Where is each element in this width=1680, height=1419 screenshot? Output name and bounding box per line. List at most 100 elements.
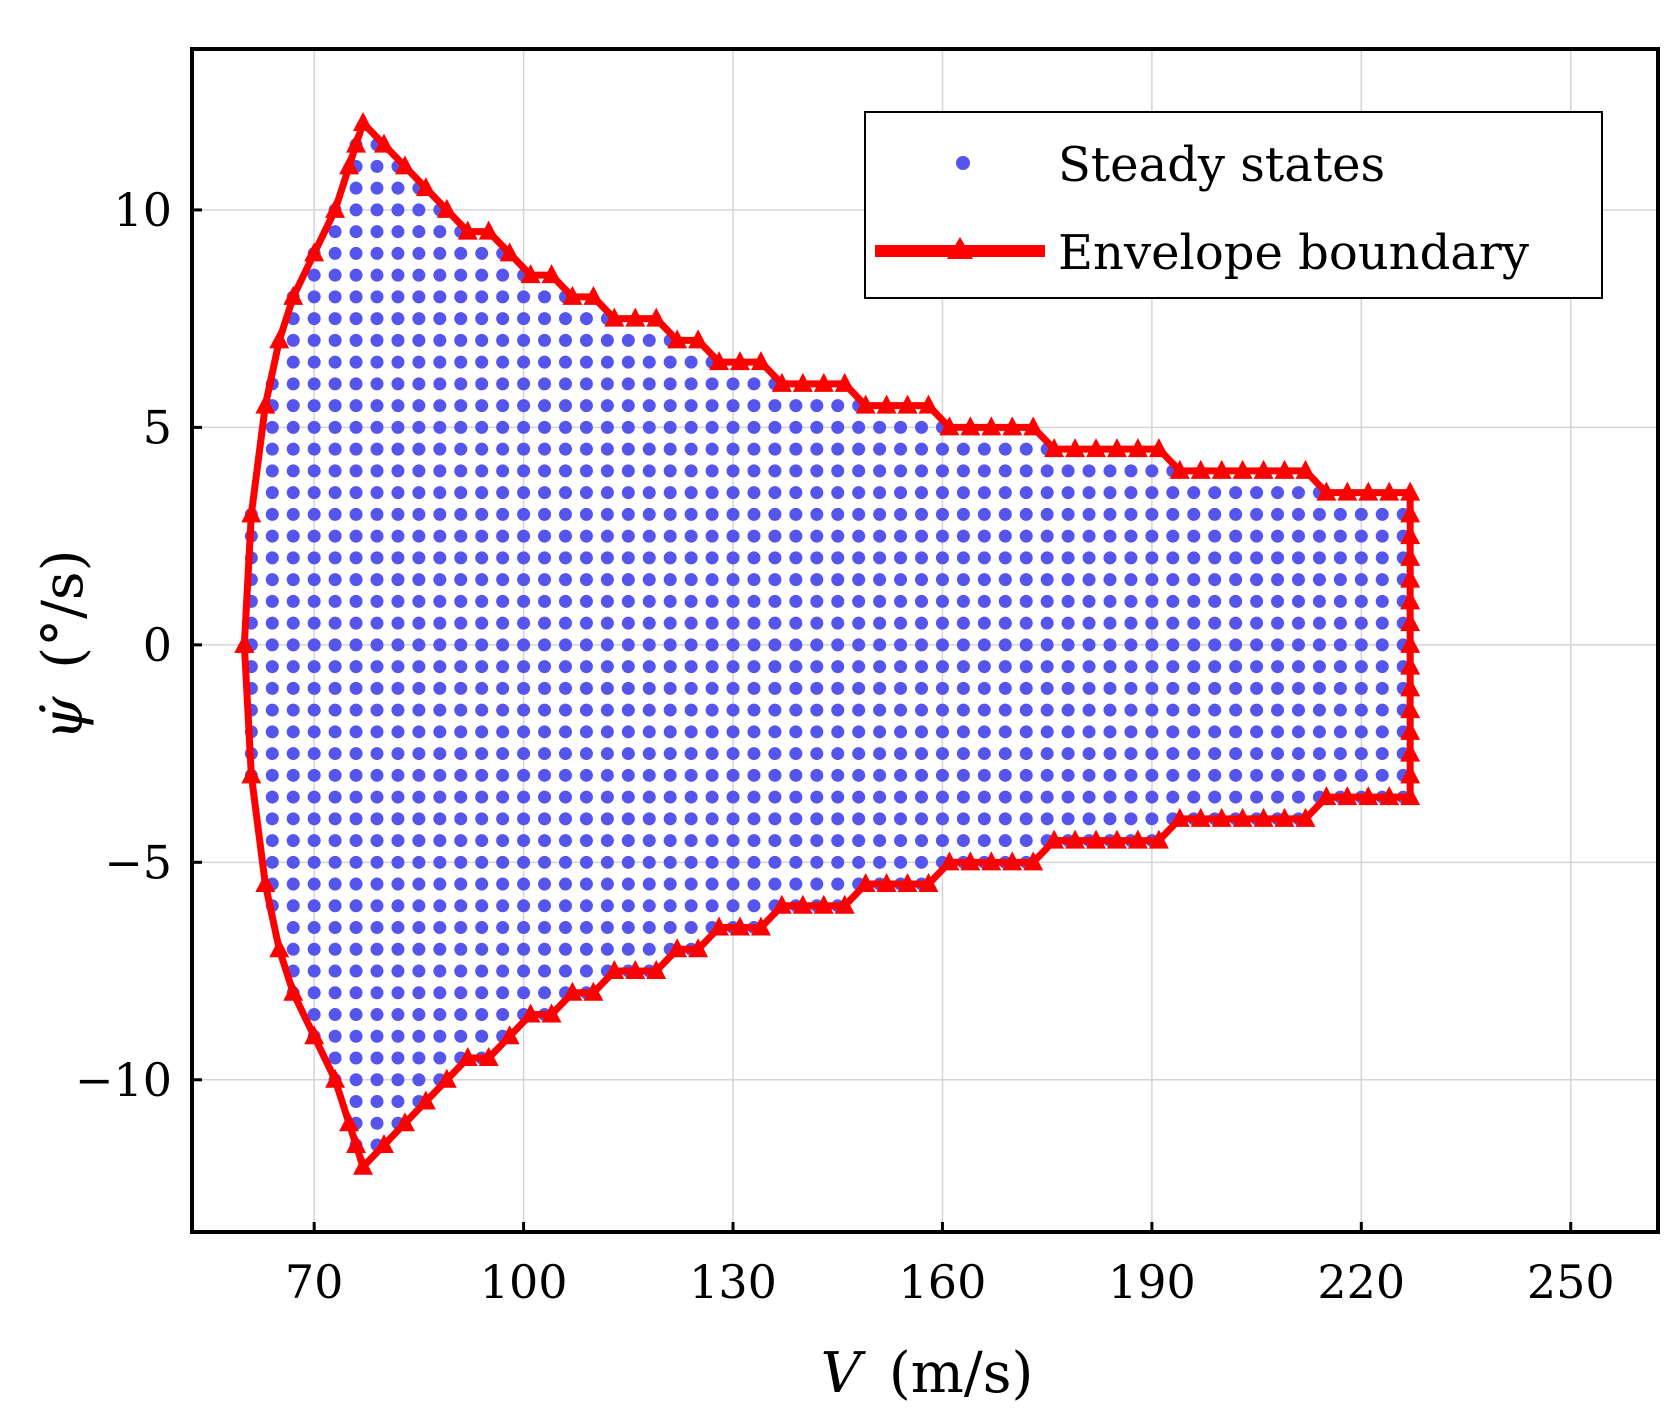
steady-state-point (663, 681, 677, 695)
steady-state-point (684, 855, 698, 869)
steady-state-point (328, 921, 342, 935)
steady-state-point (349, 486, 363, 500)
steady-state-point (558, 529, 572, 543)
steady-state-point (349, 420, 363, 434)
steady-state-point (1291, 573, 1305, 587)
steady-state-point (265, 681, 279, 695)
steady-state-point (433, 986, 447, 1000)
steady-state-point (1019, 747, 1033, 761)
steady-state-point (1145, 747, 1159, 761)
steady-state-point (977, 486, 991, 500)
envelope-boundary-marker (1232, 459, 1253, 479)
steady-state-point (349, 834, 363, 848)
envelope-boundary-marker (325, 1068, 346, 1088)
envelope-boundary-marker (1400, 568, 1421, 588)
envelope-boundary-marker (730, 916, 751, 936)
steady-state-point (1375, 551, 1389, 565)
steady-state-point (1040, 616, 1054, 630)
steady-state-point (496, 1008, 510, 1022)
envelope-boundary-marker (394, 155, 415, 175)
steady-state-point (454, 877, 468, 891)
steady-state-point (307, 312, 321, 326)
steady-state-point (810, 834, 824, 848)
steady-state-point (579, 594, 593, 608)
steady-state-point (1250, 725, 1264, 739)
steady-state-point (328, 333, 342, 347)
steady-state-point (663, 420, 677, 434)
steady-state-point (831, 768, 845, 782)
steady-state-point (475, 333, 489, 347)
x-tick-label: 190 (1108, 1255, 1196, 1309)
envelope-boundary-marker (667, 938, 688, 958)
steady-state-point (894, 747, 908, 761)
steady-state-point (1354, 681, 1368, 695)
steady-state-point (663, 638, 677, 652)
steady-state-point (810, 594, 824, 608)
steady-state-point (956, 486, 970, 500)
steady-state-point (831, 747, 845, 761)
steady-state-point (391, 507, 405, 521)
steady-state-point (475, 290, 489, 304)
steady-state-point (517, 747, 531, 761)
steady-state-point (663, 660, 677, 674)
steady-state-point (1229, 507, 1243, 521)
steady-state-point (831, 486, 845, 500)
steady-state-point (789, 681, 803, 695)
envelope-boundary-marker (373, 1134, 394, 1154)
steady-state-point (1166, 681, 1180, 695)
steady-state-point (1019, 486, 1033, 500)
steady-state-point (517, 594, 531, 608)
steady-state-point (433, 333, 447, 347)
steady-state-point (684, 551, 698, 565)
steady-state-point (1250, 703, 1264, 717)
steady-state-point (705, 877, 719, 891)
steady-state-point (328, 790, 342, 804)
steady-state-point (621, 747, 635, 761)
steady-state-point (496, 551, 510, 565)
steady-state-point (286, 551, 300, 565)
steady-state-point (873, 855, 887, 869)
steady-state-point (852, 507, 866, 521)
steady-state-point (538, 725, 552, 739)
steady-state-point (391, 834, 405, 848)
steady-state-point (328, 616, 342, 630)
steady-state-point (412, 442, 426, 456)
steady-state-point (286, 399, 300, 413)
steady-state-point (998, 594, 1012, 608)
steady-state-point (433, 1029, 447, 1043)
steady-state-point (1166, 573, 1180, 587)
steady-state-point (852, 442, 866, 456)
steady-state-point (370, 725, 384, 739)
envelope-boundary-marker (1253, 459, 1274, 479)
steady-state-point (684, 355, 698, 369)
steady-state-point (1229, 681, 1243, 695)
steady-state-point (1103, 594, 1117, 608)
steady-state-point (391, 529, 405, 543)
steady-state-point (558, 834, 572, 848)
steady-state-point (1187, 747, 1201, 761)
steady-state-point (579, 942, 593, 956)
steady-state-point (642, 638, 656, 652)
steady-state-point (286, 377, 300, 391)
steady-state-point (475, 573, 489, 587)
steady-state-point (1250, 638, 1264, 652)
steady-state-point (1375, 747, 1389, 761)
steady-state-point (391, 790, 405, 804)
steady-state-point (558, 399, 572, 413)
steady-state-point (433, 268, 447, 282)
steady-state-point (307, 855, 321, 869)
steady-state-point (391, 877, 405, 891)
steady-state-point (1187, 790, 1201, 804)
steady-state-point (915, 616, 929, 630)
steady-state-point (831, 529, 845, 543)
steady-state-point (789, 420, 803, 434)
steady-state-point (956, 790, 970, 804)
steady-state-point (852, 725, 866, 739)
steady-state-point (1312, 529, 1326, 543)
steady-state-point (747, 703, 761, 717)
envelope-boundary-marker (1358, 786, 1379, 806)
steady-state-point (684, 768, 698, 782)
steady-state-point (538, 660, 552, 674)
steady-state-point (1019, 790, 1033, 804)
steady-state-point (1250, 616, 1264, 630)
